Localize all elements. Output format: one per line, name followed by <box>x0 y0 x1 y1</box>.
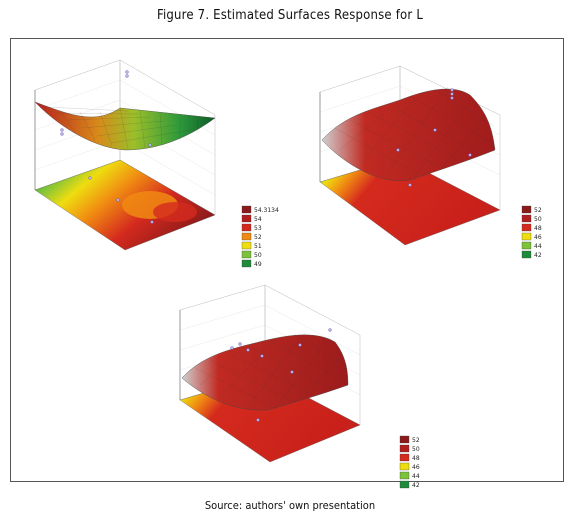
legend-swatch <box>399 435 410 444</box>
legend-label: 52 <box>412 437 420 444</box>
legend-label: 52 <box>254 234 262 241</box>
panel-2-legend: 52 50 48 46 44 42 <box>521 205 542 259</box>
legend-label: 53 <box>254 225 262 232</box>
legend-swatch <box>399 462 410 471</box>
legend-swatch <box>399 444 410 453</box>
legend-swatch <box>521 250 532 259</box>
figure-title: Figure 7. Estimated Surfaces Response fo… <box>156 8 424 23</box>
figure-source: Source: authors' own presentation <box>204 499 376 512</box>
legend-label: 48 <box>412 455 420 462</box>
legend-label: 44 <box>534 243 542 250</box>
legend-label: 54.3134 <box>254 207 279 214</box>
legend-label: 50 <box>254 252 262 259</box>
legend-swatch <box>241 250 252 259</box>
legend-swatch <box>241 214 252 223</box>
legend-label: 44 <box>412 473 420 480</box>
legend-swatch <box>241 241 252 250</box>
panel-3-mesh <box>194 332 348 409</box>
legend-swatch <box>521 214 532 223</box>
panel-3-legend: 52 50 48 46 44 42 <box>399 435 420 489</box>
legend-label: 48 <box>534 225 542 232</box>
panel-1-floor-red-zone <box>153 202 197 222</box>
legend-label: 42 <box>534 252 542 259</box>
legend-label: 46 <box>534 234 542 241</box>
panel-1-design-points <box>60 70 154 224</box>
legend-swatch <box>399 453 410 462</box>
panel-2-design-points <box>396 88 472 187</box>
legend-swatch <box>521 223 532 232</box>
legend-swatch <box>521 205 532 214</box>
surface-panel-3: 52 50 48 46 44 42 <box>179 284 420 489</box>
panel-1-response-surface <box>34 101 216 151</box>
legend-label: 50 <box>412 446 420 453</box>
legend-swatch <box>241 259 252 268</box>
legend-label: 54 <box>254 216 262 223</box>
legend-label: 50 <box>534 216 542 223</box>
panel-1-legend: 54.3134 54 53 52 51 50 49 <box>241 205 279 268</box>
panel-2-mesh <box>334 86 495 179</box>
legend-swatch <box>521 232 532 241</box>
surface-panel-1: 54.3134 54 53 52 51 50 49 <box>34 59 279 268</box>
legend-label: 46 <box>412 464 420 471</box>
legend-swatch <box>241 205 252 214</box>
legend-label: 52 <box>534 207 542 214</box>
legend-swatch <box>399 480 410 489</box>
panel-1-mesh <box>44 106 199 150</box>
panel-3-response-surface <box>181 334 349 411</box>
figure-frame <box>10 38 564 482</box>
surface-panel-2: 52 50 48 46 44 42 <box>319 65 542 259</box>
legend-label: 51 <box>254 243 262 250</box>
legend-swatch <box>241 223 252 232</box>
panel-3-design-points <box>230 328 332 422</box>
legend-swatch <box>241 232 252 241</box>
legend-label: 42 <box>412 482 420 489</box>
legend-swatch <box>399 471 410 480</box>
legend-swatch <box>521 241 532 250</box>
panel-2-response-surface <box>321 88 496 181</box>
legend-label: 49 <box>254 261 262 268</box>
